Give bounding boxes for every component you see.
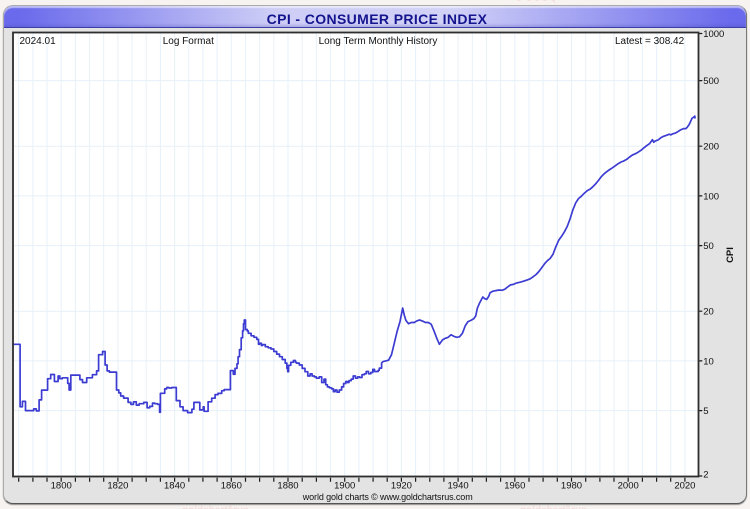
svg-text:1840: 1840 <box>164 481 185 492</box>
svg-text:2024.01: 2024.01 <box>20 36 57 47</box>
svg-text:1000: 1000 <box>703 29 724 40</box>
svg-text:1820: 1820 <box>107 481 128 492</box>
svg-text:Latest = 308.42: Latest = 308.42 <box>615 36 685 47</box>
svg-text:200: 200 <box>703 142 719 153</box>
svg-text:5: 5 <box>703 406 708 417</box>
svg-text:1880: 1880 <box>277 481 298 492</box>
svg-text:1960: 1960 <box>504 481 525 492</box>
svg-text:20: 20 <box>703 307 714 318</box>
svg-text:CPI: CPI <box>725 247 736 263</box>
svg-text:1800: 1800 <box>51 481 72 492</box>
svg-text:1860: 1860 <box>221 481 242 492</box>
svg-text:Long Term Monthly History: Long Term Monthly History <box>319 36 438 47</box>
svg-text:1940: 1940 <box>448 481 469 492</box>
svg-text:world gold charts © www.goldch: world gold charts © www.goldchartsrus.co… <box>302 492 473 502</box>
svg-text:50: 50 <box>703 241 714 252</box>
svg-text:Log Format: Log Format <box>163 36 214 47</box>
svg-text:2: 2 <box>703 469 708 480</box>
svg-text:1980: 1980 <box>561 481 582 492</box>
svg-text:500: 500 <box>703 76 719 87</box>
svg-text:1920: 1920 <box>391 481 412 492</box>
svg-text:10: 10 <box>703 356 714 367</box>
svg-text:100: 100 <box>703 191 719 202</box>
svg-text:2020: 2020 <box>674 481 695 492</box>
svg-text:1900: 1900 <box>334 481 355 492</box>
svg-text:2000: 2000 <box>618 481 639 492</box>
